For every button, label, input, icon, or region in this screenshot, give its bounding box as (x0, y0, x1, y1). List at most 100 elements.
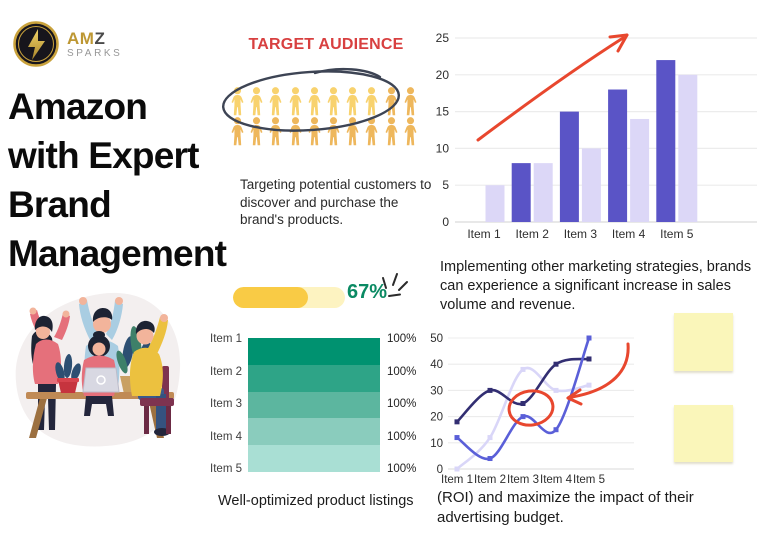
listings-bar (248, 391, 380, 419)
line-navy-marker (520, 401, 526, 406)
bars-dark-bar (656, 60, 676, 222)
bars-light-bar (630, 118, 650, 222)
brand-subtitle: SPARKS (67, 47, 123, 59)
bars-light-bar (533, 163, 553, 222)
listings-bar (248, 338, 380, 365)
target-audience-title: TARGET AUDIENCE (248, 36, 404, 53)
page-title-line-1: Amazon (8, 86, 148, 127)
audience-grid (229, 87, 425, 147)
axis-label: Item 2 (516, 227, 550, 241)
bars-dark-bar (608, 89, 628, 223)
axis-label: 30 (430, 385, 443, 397)
axis-label: Item 2 (474, 474, 506, 486)
listings-value-label: 100% (387, 430, 417, 443)
listings-bar (248, 445, 380, 472)
brand-name: AMZ (67, 28, 106, 48)
axis-label: Item 1 (467, 227, 501, 241)
axis-label: 50 (430, 333, 443, 345)
axis-label: Item 3 (507, 474, 539, 486)
listings-caption: Well-optimized product listings (218, 493, 414, 509)
line-blue-marker (454, 435, 460, 441)
audience-row (229, 117, 425, 147)
line-lavender-marker (454, 466, 460, 472)
bars-light-bar (485, 185, 505, 222)
person-icon (402, 117, 419, 147)
progress-value: 67% (347, 281, 388, 303)
growth-arrow-annotation (476, 33, 629, 142)
person-icon (344, 87, 361, 117)
axis-label: 40 (430, 359, 443, 371)
person-icon (363, 87, 380, 117)
line-blue-marker (487, 456, 493, 462)
axis-label: Item 4 (612, 227, 646, 241)
roi-line-chart: 0 10 20 30 40 50 Item 1 Item 2 Item 3 Item 4 Item … (430, 333, 634, 486)
axis-label: Item 5 (573, 474, 605, 486)
page-title-line-2: with Expert (8, 135, 199, 176)
listings-value-label: 100% (387, 333, 417, 345)
axis-label: Item 3 (564, 227, 598, 241)
axis-label: Item 5 (660, 227, 694, 241)
person-icon (248, 117, 265, 147)
bars-light-bar (678, 74, 698, 222)
page-title-line-3: Brand (8, 184, 112, 225)
marketing-caption: Implementing other marketing strategies,… (440, 259, 752, 313)
person-icon (325, 117, 342, 147)
sticky-note (674, 405, 733, 462)
axis-label: 0 (442, 215, 449, 229)
bars-dark-bar (559, 111, 579, 222)
person-icon (267, 117, 284, 147)
brand-logo-text: AMZ SPARKS (67, 30, 122, 59)
illustration-man-yellow (129, 314, 174, 436)
person-icon (267, 87, 284, 117)
person-icon (287, 87, 304, 117)
line-navy-marker (586, 356, 592, 362)
listings-bar (248, 418, 380, 446)
illustration-flower-pot (55, 354, 81, 393)
person-icon (325, 87, 342, 117)
line-blue-marker (553, 427, 559, 433)
axis-label: Item 1 (441, 474, 473, 486)
focus-circle-annotation (507, 342, 630, 427)
audience-row (229, 87, 425, 117)
axis-label: Item 4 (540, 474, 573, 486)
axis-label: 10 (436, 141, 450, 155)
axis-label: 0 (437, 464, 443, 476)
person-icon (402, 87, 419, 117)
bars-light-bar (581, 148, 601, 222)
progress-bar-fill (233, 287, 309, 308)
listings-bar-chart: Item 1 Item 2 Item 3 Item 4 Item 5 100% 100% 1… (204, 332, 427, 476)
listings-category-label: Item 4 (210, 430, 242, 443)
page-title-line-4: Management (8, 233, 227, 274)
axis-label: 20 (436, 68, 450, 82)
person-icon (306, 117, 323, 147)
line-lavender-marker (520, 366, 526, 372)
line-blue-marker (520, 414, 526, 420)
listings-chart-bars (248, 338, 380, 476)
line-navy-marker (487, 387, 493, 393)
axis-label: 5 (442, 178, 449, 192)
listings-value-label: 100% (387, 398, 417, 410)
line-navy-marker (454, 419, 460, 425)
progress-bar (233, 287, 345, 308)
person-icon (229, 117, 246, 147)
line-lavender-marker (586, 382, 592, 388)
sticky-note (674, 313, 733, 371)
listings-value-label: 100% (387, 463, 417, 475)
person-icon (363, 117, 380, 147)
axis-label: 25 (436, 31, 450, 45)
page-title: Amazon with Expert Brand Management (8, 82, 278, 278)
line-blue-marker (586, 335, 592, 341)
person-icon (383, 87, 400, 117)
person-icon (287, 117, 304, 147)
person-icon (306, 87, 323, 117)
person-icon (229, 87, 246, 117)
listings-bar (248, 364, 380, 392)
illustration-laptop (82, 367, 120, 393)
person-icon (383, 117, 400, 147)
target-audience-description: Targeting potential customers to discove… (240, 177, 432, 227)
team-celebration-illustration (15, 292, 181, 447)
listings-category-label: Item 3 (210, 398, 242, 410)
bars-dark-bar (511, 163, 531, 222)
listings-category-label: Item 1 (210, 333, 242, 345)
